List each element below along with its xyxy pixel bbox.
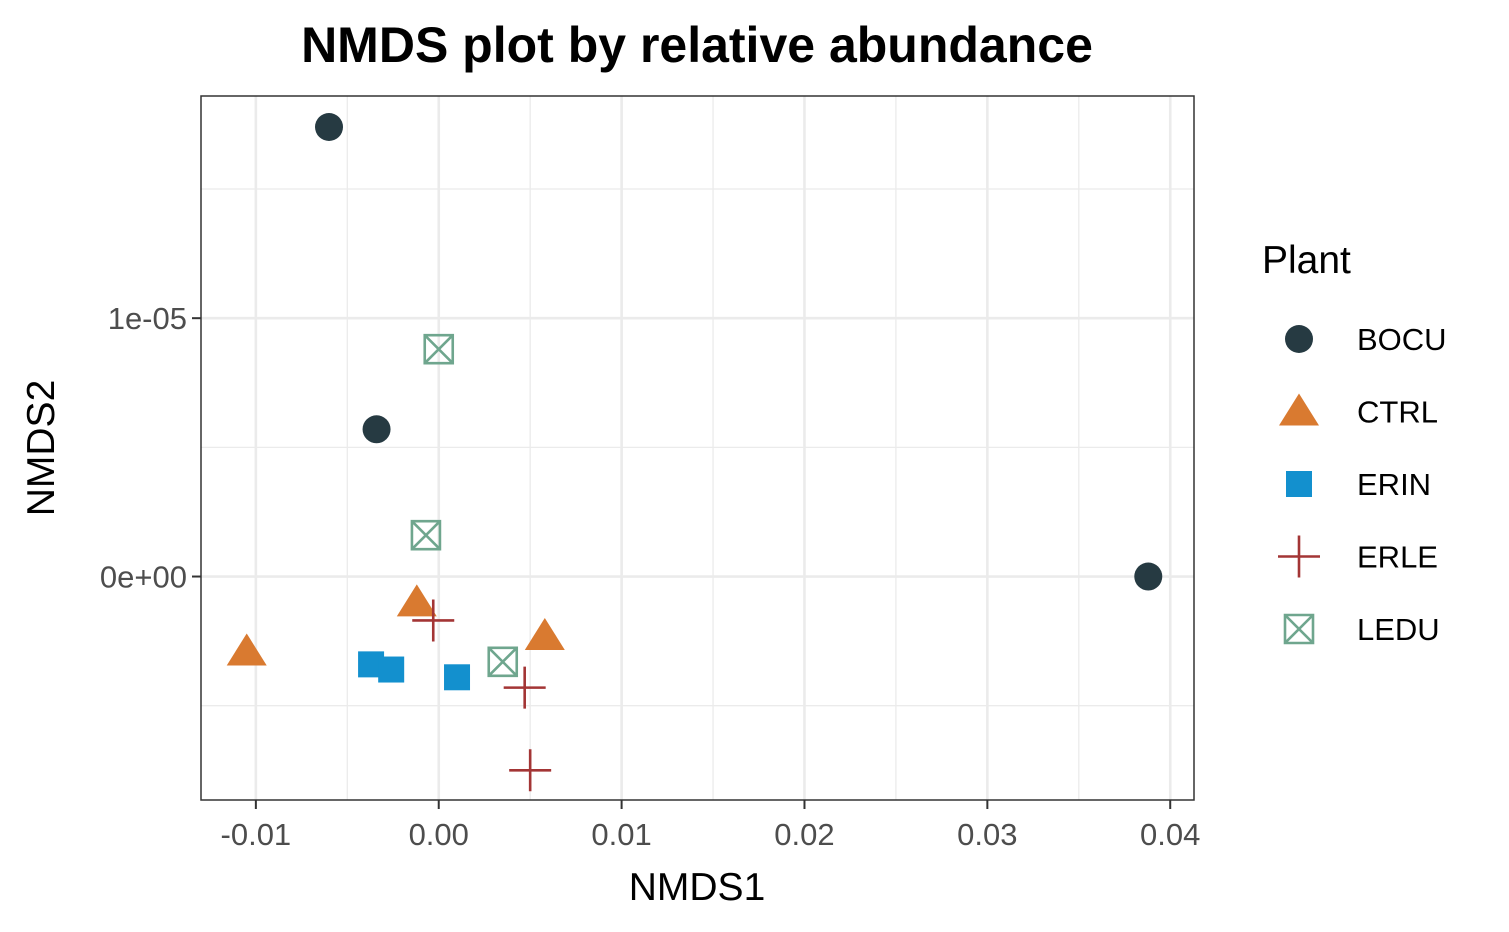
point-bocu: [1134, 562, 1163, 591]
data-points: [226, 113, 1163, 792]
point-ledu: [487, 646, 519, 678]
x-axis-title: NMDS1: [629, 866, 766, 909]
grid-minor: [201, 96, 1194, 800]
chart-title: NMDS plot by relative abundance: [301, 17, 1093, 73]
point-erle: [509, 749, 552, 792]
point-erle: [503, 666, 546, 709]
legend-label-ctrl: CTRL: [1357, 395, 1438, 430]
point-ctrl: [226, 633, 267, 666]
legend-key-erle: [1278, 535, 1320, 578]
point-erle: [412, 599, 455, 642]
x-tick-label: 0.04: [1140, 817, 1200, 852]
x-tick-label: -0.01: [221, 817, 292, 852]
legend-key-ledu: [1283, 613, 1315, 645]
point-ledu: [410, 519, 442, 551]
x-tick-label: 0.01: [591, 817, 651, 852]
point-ctrl: [524, 617, 565, 650]
legend-title: Plant: [1262, 239, 1351, 282]
y-axis-title: NMDS2: [20, 380, 63, 517]
x-tick-label: 0.00: [409, 817, 469, 852]
plot-panel-border: [200, 95, 1195, 801]
point-erin: [378, 656, 405, 683]
point-ledu: [423, 333, 455, 365]
x-tick-label: 0.02: [774, 817, 834, 852]
legend-label-erin: ERIN: [1357, 467, 1431, 502]
y-tick-label: 0e+00: [100, 560, 187, 595]
point-bocu: [362, 415, 391, 444]
legend-key-ctrl: [1279, 393, 1319, 426]
point-ctrl: [396, 584, 437, 617]
legend-label-bocu: BOCU: [1357, 322, 1447, 357]
legend-label-ledu: LEDU: [1357, 612, 1440, 647]
y-axis: 0e+00 1e-05: [100, 301, 201, 595]
grid-major: [201, 96, 1194, 800]
legend: Plant BOCU CTRL ERIN ERLE LEDU: [1262, 239, 1447, 647]
x-axis: -0.01 0.00 0.01 0.02 0.03 0.04: [221, 800, 1200, 852]
y-tick-label: 1e-05: [108, 301, 187, 336]
legend-key-bocu: [1285, 325, 1313, 353]
x-tick-label: 0.03: [957, 817, 1017, 852]
point-erin: [444, 664, 471, 691]
point-bocu: [315, 113, 344, 142]
legend-key-erin: [1286, 471, 1312, 497]
legend-label-erle: ERLE: [1357, 540, 1438, 575]
